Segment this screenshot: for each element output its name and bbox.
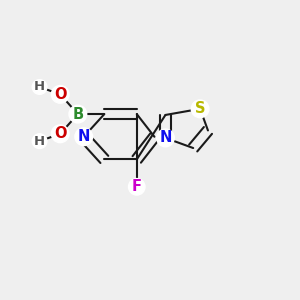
Text: B: B [72,106,83,122]
Circle shape [157,129,174,147]
Text: S: S [195,101,205,116]
Circle shape [191,100,209,118]
Text: H: H [34,135,45,148]
Text: O: O [54,87,66,102]
Text: O: O [54,126,66,141]
Circle shape [51,125,69,142]
Text: N: N [159,130,172,146]
Circle shape [51,85,69,103]
Circle shape [32,80,47,94]
Text: H: H [34,80,45,94]
Circle shape [75,128,93,146]
Circle shape [128,178,145,195]
Circle shape [69,105,87,123]
Circle shape [32,134,47,148]
Text: F: F [132,179,142,194]
Text: N: N [78,129,90,144]
